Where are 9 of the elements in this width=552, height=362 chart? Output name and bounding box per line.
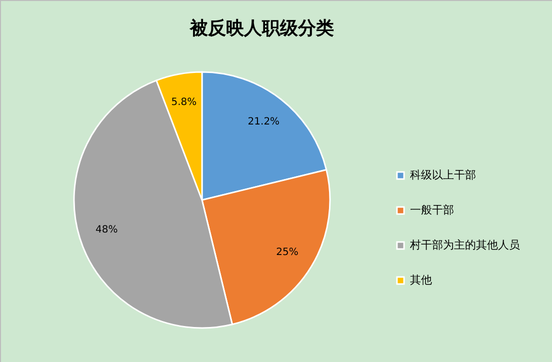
legend-label: 其他 [410, 274, 432, 286]
legend-label: 科级以上干部 [410, 168, 476, 182]
data-label: 25% [276, 246, 298, 258]
data-label: 5.8% [171, 96, 197, 108]
chart-title: 被反映人职级分类 [189, 18, 334, 39]
legend-label: 一般干部 [410, 204, 454, 216]
data-label: 21.2% [248, 116, 280, 128]
data-label: 48% [96, 224, 118, 236]
legend-label: 村干部为主的其他人员 [409, 238, 520, 252]
